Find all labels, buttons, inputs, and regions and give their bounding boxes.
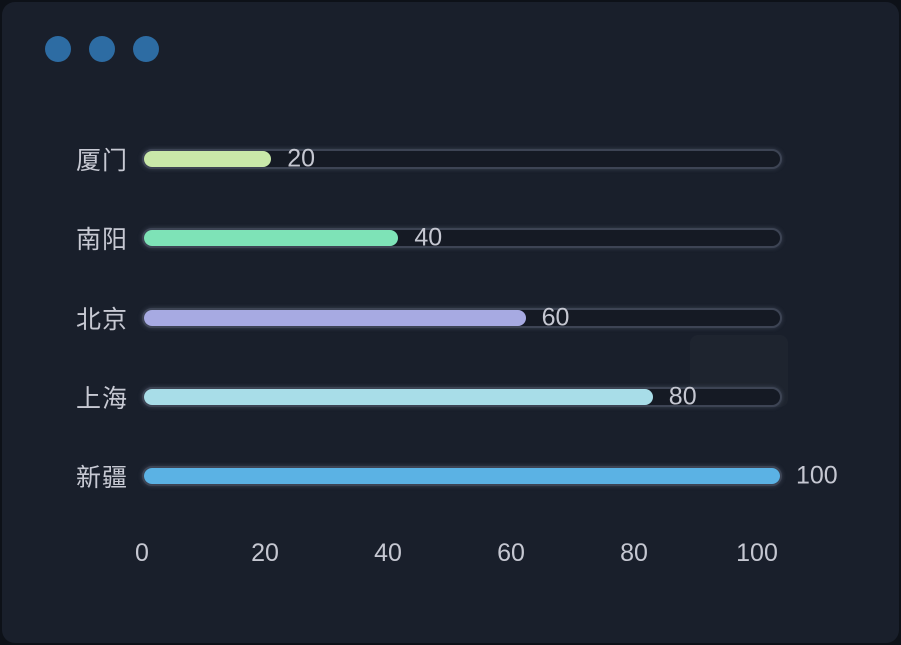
bar-value-label: 80 bbox=[668, 382, 697, 411]
x-axis-tick-label: 40 bbox=[374, 539, 402, 567]
category-label: 北京 bbox=[75, 306, 128, 334]
bar-value-label: 60 bbox=[541, 303, 570, 332]
bar-track bbox=[142, 149, 782, 169]
x-axis-tick-label: 100 bbox=[736, 539, 778, 567]
bar-fill[interactable] bbox=[144, 389, 653, 405]
category-label: 新疆 bbox=[75, 464, 128, 492]
category-label: 上海 bbox=[75, 385, 128, 413]
bar-value-label: 40 bbox=[414, 223, 443, 252]
window-dot-icon[interactable] bbox=[45, 36, 71, 62]
x-axis-tick-label: 60 bbox=[497, 539, 525, 567]
x-axis-tick-label: 80 bbox=[620, 539, 648, 567]
bar-value-label: 100 bbox=[796, 461, 838, 490]
bar-fill[interactable] bbox=[144, 310, 526, 326]
window-dot-icon[interactable] bbox=[133, 36, 159, 62]
x-axis-tick-label: 20 bbox=[251, 539, 279, 567]
x-axis-tick-label: 0 bbox=[135, 539, 149, 567]
category-label: 厦门 bbox=[75, 147, 128, 175]
bar-fill[interactable] bbox=[144, 230, 399, 246]
bar-row: 北京 60 bbox=[2, 304, 899, 334]
bar-row: 上海 80 bbox=[2, 383, 899, 413]
window-dot-icon[interactable] bbox=[89, 36, 115, 62]
bar-row: 厦门 20 bbox=[2, 145, 899, 175]
bar-value-label: 20 bbox=[287, 144, 315, 173]
bar-fill[interactable] bbox=[144, 151, 272, 167]
bar-fill[interactable] bbox=[144, 468, 780, 484]
category-label: 南阳 bbox=[75, 226, 128, 254]
bar-row: 南阳 40 bbox=[2, 224, 899, 254]
bar-row: 新疆 100 bbox=[2, 462, 899, 493]
window-dots bbox=[45, 36, 159, 62]
